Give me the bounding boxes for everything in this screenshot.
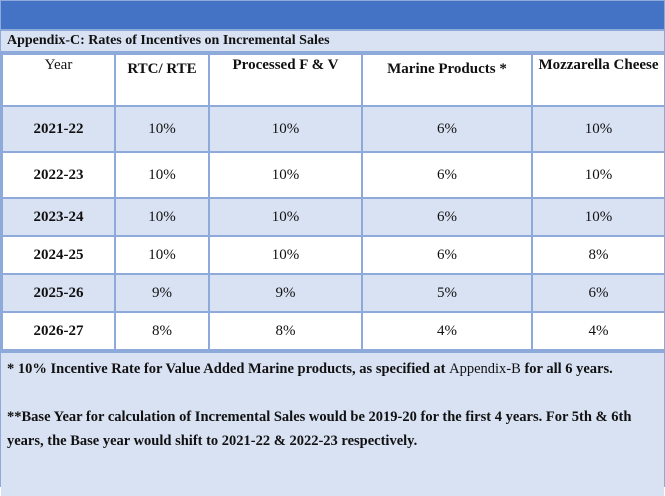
rate-cell: 10% <box>531 197 665 237</box>
year-cell: 2021-22 <box>1 105 116 153</box>
footnote-1-text: * 10% Incentive Rate for Value Added Mar… <box>7 361 450 377</box>
header-row: Year RTC/ RTE Processed F & V Marine Pro… <box>1 53 665 107</box>
header-year: Year <box>1 53 116 107</box>
rate-cell: 10% <box>531 105 665 153</box>
rate-cell: 6% <box>361 105 533 153</box>
footnote-1-text-end: for all 6 years. <box>520 361 613 377</box>
rate-cell: 8% <box>114 311 210 351</box>
appendix-b-reference: Appendix-B <box>449 361 521 377</box>
rate-cell: 10% <box>531 151 665 199</box>
rate-cell: 10% <box>208 235 363 275</box>
header-rtc-rte: RTC/ RTE <box>114 53 210 107</box>
rate-cell: 8% <box>531 235 665 275</box>
footnote-1: * 10% Incentive Rate for Value Added Mar… <box>7 357 658 381</box>
rate-cell: 10% <box>208 105 363 153</box>
rate-cell: 6% <box>361 235 533 275</box>
rate-cell: 9% <box>114 273 210 313</box>
table-row: 2024-25 10% 10% 6% 8% <box>1 235 665 275</box>
rate-cell: 10% <box>208 151 363 199</box>
year-cell: 2024-25 <box>1 235 116 275</box>
table-row: 2022-23 10% 10% 6% 10% <box>1 151 665 199</box>
header-bar <box>1 1 664 29</box>
table-row: 2026-27 8% 8% 4% 4% <box>1 311 665 351</box>
rate-cell: 10% <box>114 105 210 153</box>
rate-cell: 5% <box>361 273 533 313</box>
header-marine: Marine Products * <box>361 53 533 107</box>
table-row: 2023-24 10% 10% 6% 10% <box>1 197 665 237</box>
year-cell: 2022-23 <box>1 151 116 199</box>
rate-cell: 6% <box>361 197 533 237</box>
header-mozzarella: Mozzarella Cheese <box>531 53 665 107</box>
table-row: 2025-26 9% 9% 5% 6% <box>1 273 665 313</box>
rate-cell: 10% <box>114 151 210 199</box>
footnote-2: **Base Year for calculation of Increment… <box>7 409 632 449</box>
incentive-table: Year RTC/ RTE Processed F & V Marine Pro… <box>1 53 665 351</box>
rate-cell: 10% <box>114 235 210 275</box>
header-processed-fv: Processed F & V <box>208 53 363 107</box>
rate-cell: 8% <box>208 311 363 351</box>
year-cell: 2025-26 <box>1 273 116 313</box>
year-cell: 2023-24 <box>1 197 116 237</box>
rate-cell: 9% <box>208 273 363 313</box>
rate-cell: 6% <box>531 273 665 313</box>
footnotes: * 10% Incentive Rate for Value Added Mar… <box>1 351 664 496</box>
rate-cell: 10% <box>208 197 363 237</box>
rate-cell: 6% <box>361 151 533 199</box>
rate-cell: 4% <box>531 311 665 351</box>
year-cell: 2026-27 <box>1 311 116 351</box>
table-row: 2021-22 10% 10% 6% 10% <box>1 105 665 153</box>
rate-cell: 10% <box>114 197 210 237</box>
rate-cell: 4% <box>361 311 533 351</box>
table-title: Appendix-C: Rates of Incentives on Incre… <box>1 29 664 53</box>
